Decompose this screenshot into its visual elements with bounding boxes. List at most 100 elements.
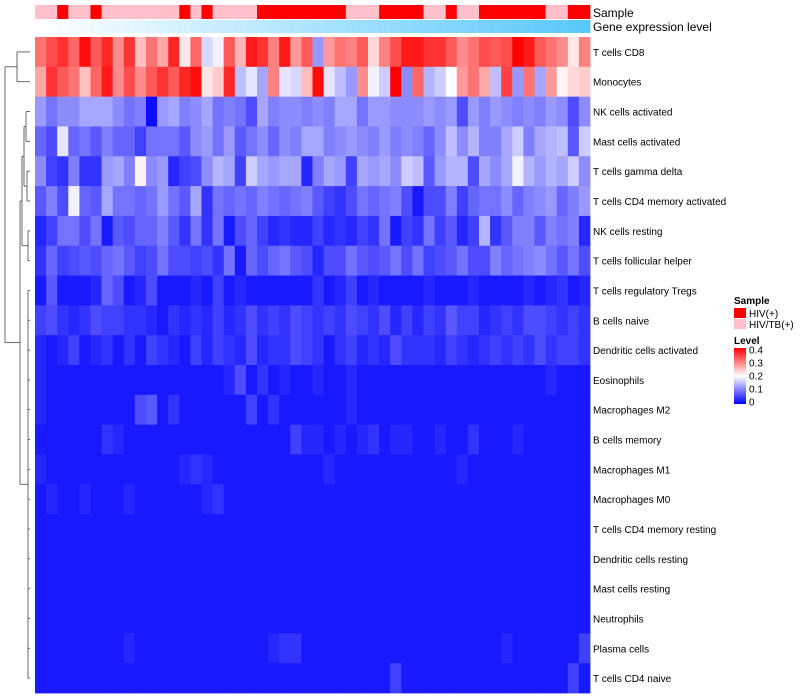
heatmap-cell xyxy=(456,484,469,515)
level-tick-label: 0.3 xyxy=(749,359,763,370)
heatmap-cell xyxy=(234,37,247,68)
heatmap-cell xyxy=(179,484,191,515)
heatmap-cell xyxy=(157,365,169,396)
heatmap-cell xyxy=(379,633,391,664)
heatmap-cell xyxy=(134,66,147,98)
heatmap-cell xyxy=(490,633,502,664)
heatmap-cell xyxy=(312,603,324,634)
heatmap-cell xyxy=(223,305,236,336)
heatmap-cell xyxy=(46,275,58,306)
heatmap-cell xyxy=(79,126,91,157)
heatmap-cell xyxy=(545,514,558,545)
heatmap-cell xyxy=(134,215,147,247)
heatmap-cell xyxy=(279,96,291,127)
heatmap-cell xyxy=(68,365,80,396)
heatmap-cell xyxy=(279,215,291,247)
heatmap-cell xyxy=(146,484,158,515)
heatmap-cell xyxy=(379,365,391,396)
heatmap-cell xyxy=(501,275,513,306)
heatmap-cell xyxy=(168,424,180,455)
heatmap-cell xyxy=(268,66,280,98)
sample-annotation-cell xyxy=(345,5,358,19)
legend-swatch-hivtb xyxy=(734,319,746,329)
heatmap-cell xyxy=(223,245,236,276)
heatmap-cell xyxy=(445,305,458,336)
heatmap-cell xyxy=(545,275,558,306)
heatmap-cell xyxy=(245,245,258,276)
heatmap-cell xyxy=(223,365,236,396)
heatmap-cell xyxy=(190,573,202,604)
heatmap-cell xyxy=(445,573,458,604)
heatmap-cell xyxy=(556,66,569,98)
sample-annotation-cell xyxy=(512,5,524,19)
heatmap-cell xyxy=(445,663,458,694)
heatmap-cell xyxy=(57,514,69,545)
heatmap-cell xyxy=(212,514,225,545)
heatmap-cell xyxy=(134,245,147,276)
heatmap-cell xyxy=(501,66,513,98)
heatmap-cell xyxy=(234,663,247,694)
heatmap-cell xyxy=(57,126,69,157)
heatmap-cell xyxy=(578,305,591,336)
heatmap-cell xyxy=(46,484,58,515)
heatmap-cell xyxy=(545,186,558,217)
heatmap-cell xyxy=(179,573,191,604)
heatmap-cell xyxy=(512,424,524,455)
heatmap-cell xyxy=(456,543,469,575)
heatmap-cell xyxy=(101,573,114,604)
heatmap-cell xyxy=(368,454,380,485)
heatmap-cell xyxy=(479,186,491,217)
heatmap-cell xyxy=(123,424,136,455)
sample-annotation-cell xyxy=(90,5,102,19)
heatmap-cell xyxy=(212,663,225,694)
heatmap-cell xyxy=(523,573,535,604)
heatmap-cell xyxy=(368,335,380,366)
heatmap-cell xyxy=(234,484,247,515)
heatmap-cell xyxy=(412,335,424,366)
heatmap-cell xyxy=(323,454,336,485)
heatmap-cell xyxy=(523,126,535,157)
heatmap-cell xyxy=(146,66,158,98)
heatmap-cell xyxy=(301,663,313,694)
heatmap-cell xyxy=(190,484,202,515)
heatmap-cell xyxy=(390,365,402,396)
heatmap-cell xyxy=(268,215,280,247)
heatmap-cell xyxy=(412,514,424,545)
expression-annotation-cell xyxy=(401,20,413,33)
heatmap-cell xyxy=(112,424,125,455)
heatmap-cell xyxy=(212,126,225,157)
heatmap-cell xyxy=(146,245,158,276)
heatmap-cell xyxy=(456,394,469,426)
heatmap-cell xyxy=(368,215,380,247)
heatmap-cell xyxy=(512,573,524,604)
heatmap-cell xyxy=(101,335,114,366)
heatmap-cell xyxy=(279,37,291,68)
heatmap-cell xyxy=(578,514,591,545)
heatmap-cell xyxy=(445,186,458,217)
heatmap-cell xyxy=(57,543,69,575)
heatmap-cell xyxy=(467,156,480,187)
heatmap-cell xyxy=(312,514,324,545)
heatmap-cell xyxy=(312,96,324,127)
heatmap-cell xyxy=(479,424,491,455)
row-label: Dendritic cells activated xyxy=(593,346,698,357)
heatmap-cell xyxy=(423,156,435,187)
heatmap-cell xyxy=(512,484,524,515)
heatmap-cell xyxy=(390,96,402,127)
expression-annotation-cell xyxy=(423,20,435,33)
heatmap-cell xyxy=(567,275,580,306)
heatmap-cell xyxy=(168,365,180,396)
heatmap-cell xyxy=(134,394,147,426)
heatmap-cell xyxy=(401,663,413,694)
heatmap-cell xyxy=(112,394,125,426)
heatmap-cell xyxy=(412,663,424,694)
heatmap-cell xyxy=(212,37,225,68)
heatmap-cell xyxy=(201,37,213,68)
heatmap-cell xyxy=(412,454,424,485)
heatmap-cell xyxy=(479,305,491,336)
heatmap-cell xyxy=(101,245,114,276)
heatmap-cell xyxy=(301,573,313,604)
heatmap-cell xyxy=(234,365,247,396)
heatmap-cell xyxy=(401,484,413,515)
